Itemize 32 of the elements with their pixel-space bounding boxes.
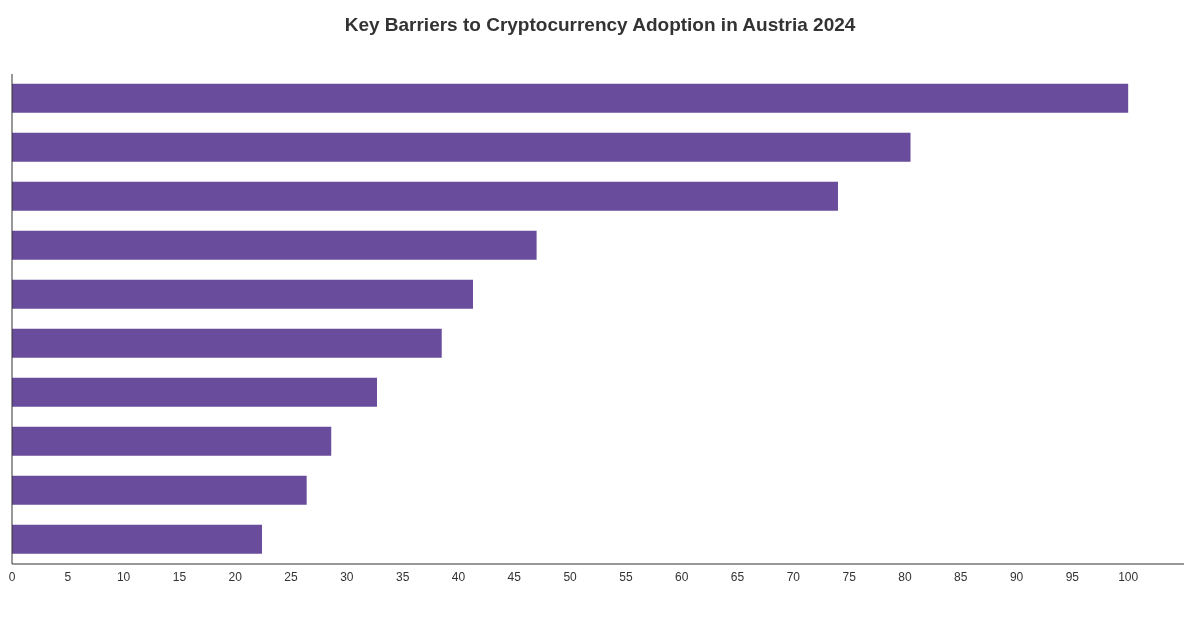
bar [12,377,377,407]
x-tick-label: 90 [1009,569,1024,584]
x-tick-label: 45 [507,569,522,584]
x-tick-label: 0 [8,569,16,584]
x-tick-label: 60 [675,569,689,584]
x-tick-label: 95 [1065,569,1080,584]
bar [12,426,332,456]
x-tick-label: 50 [563,569,578,584]
x-tick-label: 30 [340,569,354,584]
bar [12,181,838,211]
x-tick-label: 5 [64,569,72,584]
x-tick-label: 20 [228,569,243,584]
bar [12,475,307,505]
x-tick-label: 100 [1118,569,1139,584]
x-tick-label: 75 [842,569,857,584]
bar [12,132,911,162]
x-tick-label: 25 [284,569,299,584]
bar [12,83,1129,113]
x-tick-label: 70 [786,569,801,584]
x-tick-label: 65 [730,569,745,584]
x-tick-label: 35 [395,569,410,584]
x-tick-label: 85 [954,569,968,584]
x-tick-label: 15 [172,569,187,584]
chart-title: Key Barriers to Cryptocurrency Adoption in Austria 2024 [343,13,857,37]
x-tick-label: 40 [451,569,466,584]
bar [12,279,473,309]
x-tick-label: 10 [116,569,131,584]
bar [12,524,263,554]
x-tick-label: 55 [619,569,633,584]
bar [12,230,537,260]
x-tick-label: 80 [898,569,912,584]
bar [12,328,442,358]
